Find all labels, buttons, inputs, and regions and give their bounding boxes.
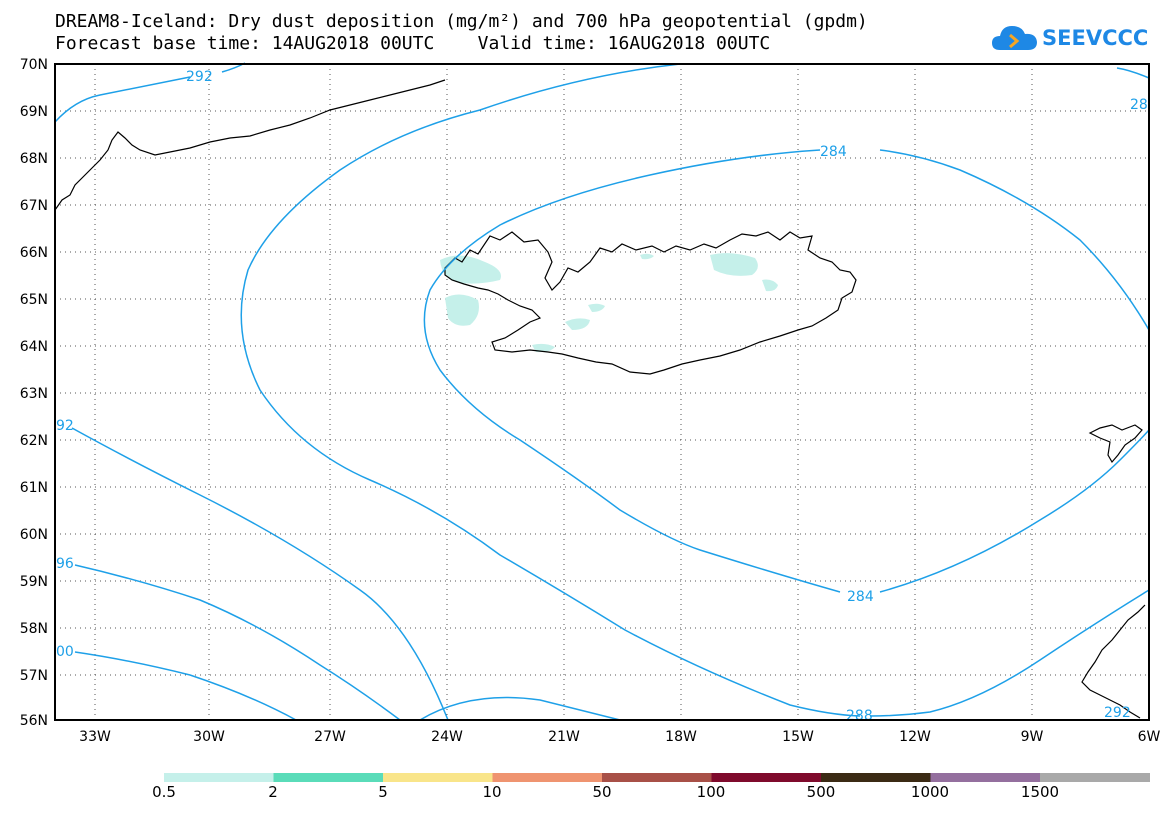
legend-label: 100 xyxy=(697,783,726,801)
legend-swatch xyxy=(1040,773,1150,782)
geopotential-contours xyxy=(54,62,1150,721)
legend-label: 1500 xyxy=(1021,783,1059,801)
legend-label: 0.5 xyxy=(152,783,176,801)
lon-label: 33W xyxy=(79,729,111,745)
faroe-islands-coastline xyxy=(1088,424,1143,464)
lat-label: 62N xyxy=(20,433,48,449)
contour-label: 28 xyxy=(1130,97,1148,113)
dust-deposition-patches xyxy=(440,253,778,353)
longitude-labels: 33W 30W 27W 24W 21W 18W 15W 12W 9W 6W xyxy=(79,729,1160,745)
legend-label: 2 xyxy=(268,783,278,801)
lon-label: 6W xyxy=(1138,729,1161,745)
contour-label: 292 xyxy=(186,69,213,85)
lon-label: 15W xyxy=(782,729,814,745)
lon-label: 27W xyxy=(314,729,346,745)
legend-label: 50 xyxy=(592,783,611,801)
lon-label: 9W xyxy=(1021,729,1044,745)
legend-swatch xyxy=(164,773,274,782)
scotland-coastline xyxy=(1081,604,1146,719)
lat-label: 64N xyxy=(20,339,48,355)
seevccc-logo: SEEVCCC xyxy=(990,20,1148,56)
lat-label: 63N xyxy=(20,386,48,402)
contour-label: 284 xyxy=(847,589,874,605)
legend-label: 500 xyxy=(807,783,836,801)
lat-label: 57N xyxy=(20,668,48,684)
lat-label: 65N xyxy=(20,292,48,308)
cloud-icon xyxy=(992,26,1037,50)
legend-labels: 0.5 2 5 10 50 100 500 1000 1500 xyxy=(152,783,1059,801)
contour-300 xyxy=(74,651,297,721)
map-subtitle: Forecast base time: 14AUG2018 00UTC Vali… xyxy=(55,33,771,54)
lat-label: 66N xyxy=(20,245,48,261)
grid-lines xyxy=(55,64,1149,720)
contour-labels: 292 284 284 28 92 96 00 288 292 xyxy=(56,69,1148,724)
iceland-coastline xyxy=(444,231,857,375)
contour-outer-ring xyxy=(240,63,1150,717)
legend-swatch xyxy=(383,773,493,782)
coastlines xyxy=(54,79,1146,719)
contour-label: 288 xyxy=(846,708,873,724)
lat-label: 58N xyxy=(20,621,48,637)
legend-label: 5 xyxy=(378,783,388,801)
legend-swatch xyxy=(711,773,822,782)
contour-292-left xyxy=(71,427,449,721)
logo-text: SEEVCCC xyxy=(1042,26,1149,50)
legend-colorbar xyxy=(164,773,1150,782)
lat-label: 67N xyxy=(20,198,48,214)
legend-label: 1000 xyxy=(911,783,949,801)
contour-28-topright xyxy=(1116,67,1150,79)
legend-swatch xyxy=(930,773,1041,782)
lat-label: 69N xyxy=(20,104,48,120)
contour-label: 292 xyxy=(1104,705,1131,721)
greenland-coastline xyxy=(54,79,446,211)
lat-label: 56N xyxy=(20,713,48,729)
latitude-labels: 70N 69N 68N 67N 66N 65N 64N 63N 62N 61N … xyxy=(20,57,48,729)
lat-label: 70N xyxy=(20,57,48,73)
contour-label: 92 xyxy=(56,418,74,434)
lat-label: 68N xyxy=(20,151,48,167)
legend-label: 10 xyxy=(482,783,501,801)
lat-label: 59N xyxy=(20,574,48,590)
contour-label: 96 xyxy=(56,556,74,572)
contour-label: 00 xyxy=(56,644,74,660)
lat-label: 61N xyxy=(20,480,48,496)
lon-label: 18W xyxy=(665,729,697,745)
legend-swatch xyxy=(273,773,384,782)
contour-296 xyxy=(74,564,621,721)
legend-swatch xyxy=(602,773,712,782)
lon-label: 30W xyxy=(193,729,225,745)
contour-284-inner xyxy=(423,149,1150,593)
legend-swatch xyxy=(821,773,931,782)
contour-292-top xyxy=(54,62,246,123)
lon-label: 24W xyxy=(431,729,463,745)
map-title: DREAM8-Iceland: Dry dust deposition (mg/… xyxy=(55,11,868,32)
map-frame xyxy=(54,63,1150,721)
lon-label: 21W xyxy=(548,729,580,745)
lon-label: 12W xyxy=(899,729,931,745)
legend-swatch xyxy=(492,773,603,782)
contour-label: 284 xyxy=(820,144,847,160)
lat-label: 60N xyxy=(20,527,48,543)
